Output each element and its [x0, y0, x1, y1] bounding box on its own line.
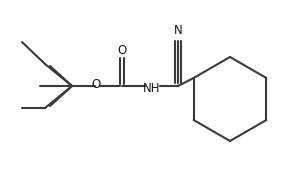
- Text: NH: NH: [143, 82, 161, 95]
- Text: O: O: [91, 77, 101, 90]
- Text: O: O: [117, 43, 127, 56]
- Text: N: N: [174, 24, 182, 37]
